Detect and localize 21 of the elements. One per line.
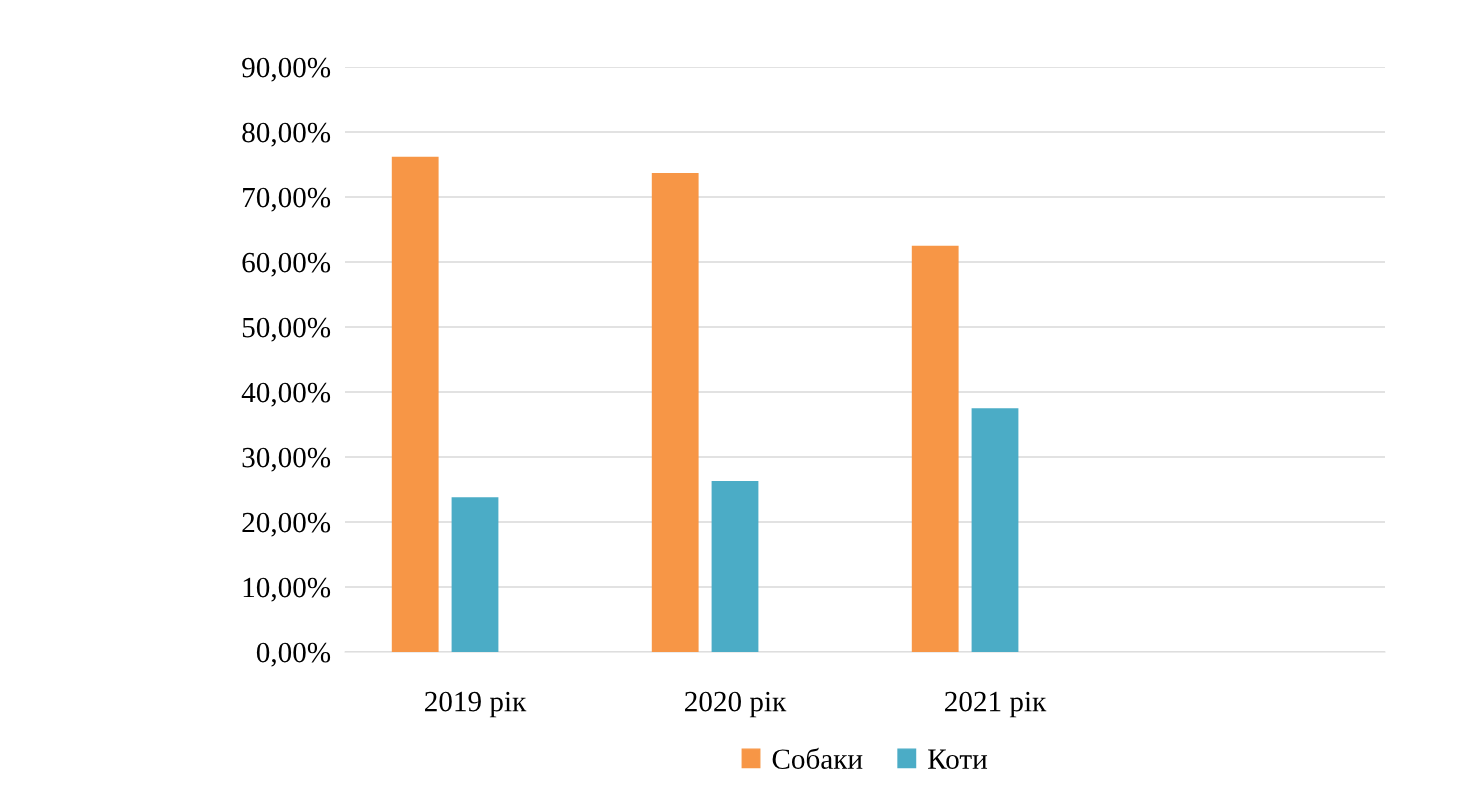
y-tick-label: 80,00% <box>242 122 331 147</box>
y-tick-label: 50,00% <box>242 317 331 342</box>
bar <box>711 481 759 652</box>
y-tick-label: 70,00% <box>243 187 331 212</box>
bar <box>651 172 699 652</box>
y-tick-label: 30,00% <box>242 447 331 472</box>
y-tick-label: 20,00% <box>242 512 331 537</box>
bar <box>971 408 1019 652</box>
y-tick-label: 90,00% <box>242 57 331 82</box>
x-tick-label: 2019 рік <box>425 691 527 718</box>
y-tick-label: 0,00% <box>256 642 331 667</box>
bar <box>451 497 499 652</box>
y-tick-label: 10,00% <box>243 577 331 602</box>
y-tick-label: 40,00% <box>241 382 331 407</box>
legend-label: Собаки <box>772 747 863 769</box>
legend-label: Коти <box>928 749 988 769</box>
y-tick-label: 60,00% <box>242 252 331 277</box>
x-tick-label: 2020 рік <box>685 691 787 718</box>
bar <box>391 156 439 652</box>
bar <box>911 245 959 652</box>
x-tick-label: 2021 рік <box>945 691 1047 718</box>
